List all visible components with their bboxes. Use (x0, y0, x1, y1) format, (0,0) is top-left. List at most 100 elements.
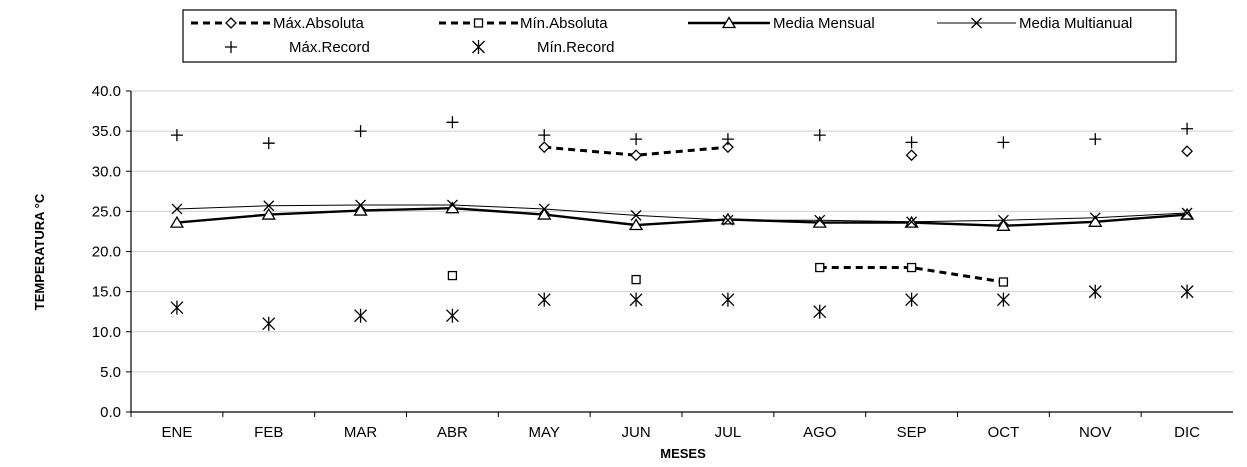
y-tick-labels: 0.0 5.0 10.0 15.0 20.0 25.0 30.0 35.0 40.0 (92, 83, 121, 421)
x-tick-label-jun: JUN (621, 424, 650, 441)
point-media-multianual-feb (263, 200, 275, 212)
x-tick-label-oct: OCT (988, 424, 1020, 441)
point-min-record-feb (262, 316, 276, 331)
legend-marker-max-absoluta (225, 17, 237, 29)
y-tick-label: 0.0 (100, 404, 121, 421)
y-tick-label: 25.0 (92, 203, 121, 220)
legend-label-media-multianual: Media Multianual (1019, 15, 1132, 32)
legend-marker-min-record (472, 40, 485, 54)
point-media-mensual-jun (628, 218, 644, 231)
y-tick-label: 15.0 (92, 284, 121, 301)
point-max-absoluta-sep (905, 149, 918, 162)
legend-label-min-record: Mín.Record (537, 39, 615, 56)
grid (126, 90, 1233, 413)
legend-label-max-record: Máx.Record (289, 39, 370, 56)
legend-label-max-absoluta: Máx.Absoluta (273, 15, 365, 32)
legend-marker-min-absoluta (473, 18, 484, 28)
point-max-record-jul (721, 133, 734, 146)
y-tick-label: 40.0 (92, 83, 121, 100)
point-max-absoluta-jun (630, 149, 643, 162)
point-max-absoluta-jul (721, 141, 734, 154)
point-media-mensual-may (537, 207, 552, 220)
point-min-record-mar (354, 308, 368, 323)
point-media-mensual-mar (353, 203, 368, 216)
legend-marker-max-record (225, 41, 237, 53)
point-min-absoluta-sep (906, 262, 917, 273)
point-min-record-may (537, 292, 551, 307)
point-media-multianual-sep (906, 216, 918, 228)
y-tick-label: 30.0 (92, 163, 121, 180)
y-tick-label: 20.0 (92, 244, 121, 261)
point-media-multianual-oct (997, 214, 1009, 226)
x-tick-label-ago: AGO (803, 424, 836, 441)
point-max-record-sep (905, 136, 918, 149)
point-media-mensual-oct (996, 219, 1011, 231)
point-media-multianual-ene (171, 203, 183, 215)
x-tick-label-jul: JUL (715, 424, 742, 441)
point-max-record-ene (170, 129, 183, 142)
point-max-record-mar (354, 125, 367, 138)
series-markers (169, 116, 1195, 331)
legend-label-min-absoluta: Mín.Absoluta (520, 15, 608, 32)
point-media-mensual-feb (261, 207, 276, 220)
point-media-multianual-jul (722, 214, 734, 226)
point-media-multianual-nov (1089, 212, 1101, 224)
x-tick-label-abr: ABR (437, 424, 468, 441)
point-max-record-oct (997, 136, 1010, 149)
point-min-record-sep (905, 292, 919, 307)
legend: Máx.Absoluta Mín.Absoluta Media Mensual Med… (182, 9, 1177, 63)
x-tick-label-nov: NOV (1079, 424, 1112, 441)
point-media-multianual-ago (814, 214, 826, 226)
legend-marker-media-mensual (721, 16, 737, 29)
point-media-multianual-abr (446, 199, 458, 211)
y-tick-label: 10.0 (92, 324, 121, 341)
point-media-multianual-may (538, 203, 550, 215)
point-max-absoluta-may (538, 141, 551, 154)
point-media-mensual-ago (812, 215, 827, 228)
point-media-mensual-jul (720, 212, 736, 225)
point-min-record-abr (445, 308, 459, 323)
point-max-record-nov (1089, 133, 1102, 146)
point-min-record-ene (170, 300, 184, 315)
point-min-record-nov (1088, 284, 1102, 299)
point-media-multianual-jun (630, 209, 642, 221)
x-tick-label-sep: SEP (897, 424, 927, 441)
point-max-record-jun (630, 133, 643, 146)
point-min-absoluta-abr (447, 270, 458, 281)
y-axis-title: TEMPERATURA °C (32, 193, 47, 310)
x-tick-label-ene: ENE (161, 424, 192, 441)
point-max-absoluta-dic (1181, 145, 1193, 158)
point-min-absoluta-jun (631, 274, 641, 285)
point-min-record-ago (813, 304, 827, 319)
x-tick-labels: ENE FEB MAR ABR MAY JUN JUL AGO SEP OCT NOV DIC (130, 412, 1200, 441)
point-min-record-dic (1180, 284, 1194, 299)
point-min-record-jul (721, 292, 735, 307)
y-tick-label: 35.0 (92, 123, 121, 140)
series-lines (176, 145, 1188, 284)
x-tick-label-feb: FEB (254, 424, 283, 441)
point-min-record-jun (629, 292, 643, 307)
point-media-multianual-dic (1181, 207, 1193, 219)
x-axis-title: MESES (660, 446, 706, 461)
x-tick-label-may: MAY (529, 424, 560, 441)
legend-marker-media-multianual (971, 17, 982, 29)
point-min-record-oct (996, 292, 1010, 307)
point-max-record-feb (262, 137, 275, 150)
point-max-record-abr (446, 116, 459, 129)
y-tick-label: 5.0 (100, 364, 121, 381)
point-max-record-dic (1181, 122, 1194, 135)
point-media-mensual-ene (169, 215, 185, 228)
point-min-absoluta-ago (815, 262, 825, 273)
point-max-record-ago (813, 129, 826, 142)
point-media-multianual-mar (355, 199, 367, 211)
point-min-absoluta-oct (998, 277, 1009, 287)
series-line-min-absoluta (819, 266, 1004, 284)
x-tick-label-mar: MAR (344, 424, 378, 441)
series-line-media-mensual (176, 206, 1188, 228)
legend-label-media-mensual: Media Mensual (773, 15, 875, 32)
legend-box (182, 9, 1177, 63)
point-max-record-may (538, 129, 551, 142)
series-line-media-multianual (176, 204, 1188, 223)
x-tick-label-dic: DIC (1174, 424, 1200, 441)
